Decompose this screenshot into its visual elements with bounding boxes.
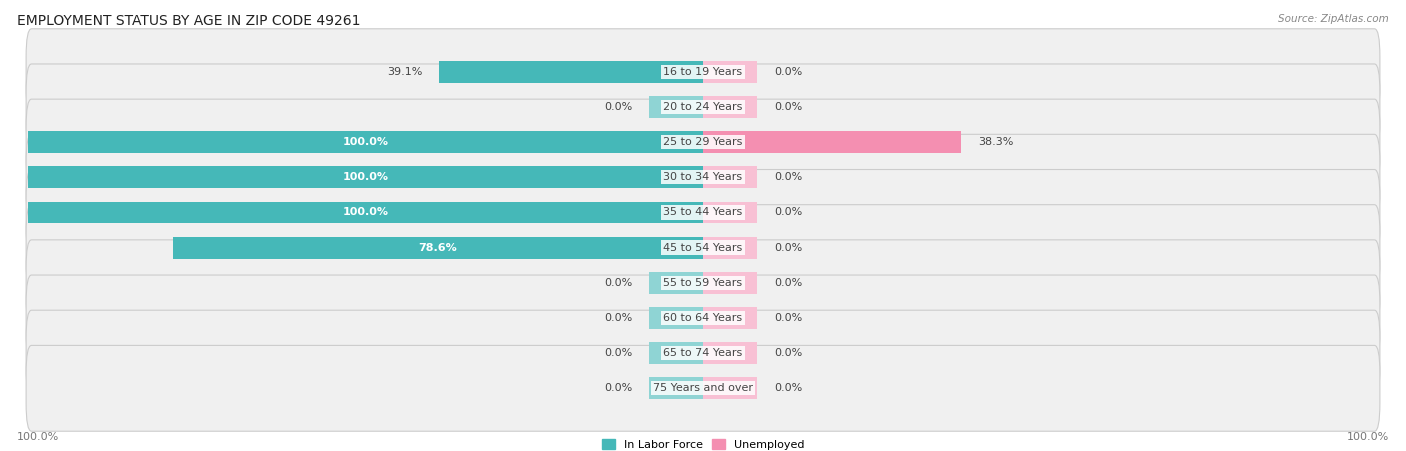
Text: 0.0%: 0.0%	[605, 383, 633, 393]
FancyBboxPatch shape	[27, 275, 1379, 361]
Bar	[650, 272, 703, 294]
Bar	[703, 96, 756, 118]
FancyBboxPatch shape	[27, 345, 1379, 431]
Text: 100.0%: 100.0%	[343, 207, 388, 217]
Text: 55 to 59 Years: 55 to 59 Years	[664, 278, 742, 288]
Text: 100.0%: 100.0%	[1347, 432, 1389, 442]
Text: 0.0%: 0.0%	[773, 278, 801, 288]
Bar	[703, 237, 756, 258]
Text: 45 to 54 Years: 45 to 54 Years	[664, 243, 742, 253]
Text: 0.0%: 0.0%	[773, 207, 801, 217]
Text: 0.0%: 0.0%	[773, 243, 801, 253]
Bar	[28, 202, 703, 223]
Text: 75 Years and over: 75 Years and over	[652, 383, 754, 393]
Text: 100.0%: 100.0%	[343, 172, 388, 182]
Text: 0.0%: 0.0%	[773, 172, 801, 182]
Bar	[703, 61, 756, 83]
Text: 0.0%: 0.0%	[773, 383, 801, 393]
Bar	[439, 61, 703, 83]
Bar	[650, 342, 703, 364]
Text: 16 to 19 Years: 16 to 19 Years	[664, 67, 742, 77]
Text: 65 to 74 Years: 65 to 74 Years	[664, 348, 742, 358]
Bar	[28, 131, 703, 153]
FancyBboxPatch shape	[27, 240, 1379, 326]
Bar	[703, 202, 756, 223]
Text: 0.0%: 0.0%	[605, 348, 633, 358]
Text: 60 to 64 Years: 60 to 64 Years	[664, 313, 742, 323]
Text: 38.3%: 38.3%	[979, 137, 1014, 147]
Bar	[650, 96, 703, 118]
Text: 0.0%: 0.0%	[773, 67, 801, 77]
FancyBboxPatch shape	[27, 134, 1379, 220]
Bar	[703, 272, 756, 294]
Text: 39.1%: 39.1%	[387, 67, 422, 77]
Text: 100.0%: 100.0%	[17, 432, 59, 442]
Text: 20 to 24 Years: 20 to 24 Years	[664, 102, 742, 112]
FancyBboxPatch shape	[27, 170, 1379, 255]
FancyBboxPatch shape	[27, 310, 1379, 396]
FancyBboxPatch shape	[27, 29, 1379, 115]
Text: 25 to 29 Years: 25 to 29 Years	[664, 137, 742, 147]
FancyBboxPatch shape	[27, 64, 1379, 150]
Text: EMPLOYMENT STATUS BY AGE IN ZIP CODE 49261: EMPLOYMENT STATUS BY AGE IN ZIP CODE 492…	[17, 14, 360, 28]
Text: 0.0%: 0.0%	[605, 278, 633, 288]
Text: Source: ZipAtlas.com: Source: ZipAtlas.com	[1278, 14, 1389, 23]
Bar	[173, 237, 703, 258]
Bar	[703, 307, 756, 329]
Text: 0.0%: 0.0%	[605, 102, 633, 112]
Text: 78.6%: 78.6%	[419, 243, 457, 253]
Bar	[28, 166, 703, 188]
Text: 30 to 34 Years: 30 to 34 Years	[664, 172, 742, 182]
Legend: In Labor Force, Unemployed: In Labor Force, Unemployed	[602, 439, 804, 450]
Text: 35 to 44 Years: 35 to 44 Years	[664, 207, 742, 217]
Text: 0.0%: 0.0%	[773, 102, 801, 112]
Bar	[703, 166, 756, 188]
FancyBboxPatch shape	[27, 99, 1379, 185]
Bar	[703, 342, 756, 364]
Text: 0.0%: 0.0%	[773, 348, 801, 358]
Bar	[703, 131, 962, 153]
Text: 100.0%: 100.0%	[343, 137, 388, 147]
Bar	[703, 377, 756, 399]
Text: 0.0%: 0.0%	[773, 313, 801, 323]
Bar	[650, 307, 703, 329]
FancyBboxPatch shape	[27, 205, 1379, 290]
Text: 0.0%: 0.0%	[605, 313, 633, 323]
Bar	[650, 377, 703, 399]
